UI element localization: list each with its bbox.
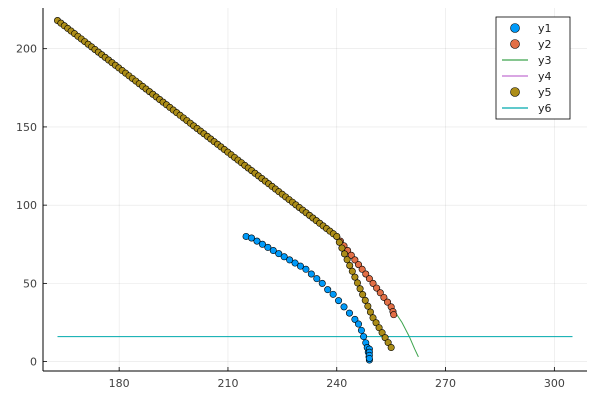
series-points-y5 — [54, 17, 395, 352]
data-point-y5 — [359, 291, 367, 299]
data-point-y2 — [376, 289, 384, 297]
data-point-y5 — [366, 308, 374, 316]
legend: y1 y2 y3 y4 y5 y6 — [495, 16, 571, 120]
legend-item-y1: y1 — [510, 22, 552, 35]
data-point-y2 — [390, 311, 398, 319]
legend-item-y5: y5 — [510, 86, 552, 99]
plot-area — [54, 17, 573, 364]
data-point-y1 — [351, 315, 359, 323]
x-tick-label: 300 — [544, 377, 565, 390]
data-point-y1 — [345, 309, 353, 317]
axes — [42, 8, 587, 372]
legend-marker — [510, 23, 520, 33]
tick-labels: 180 210 240 270 300 0 50 100 150 200 — [16, 43, 565, 390]
x-tick-label: 180 — [109, 377, 130, 390]
legend-label: y3 — [538, 54, 552, 67]
data-point-y2 — [351, 256, 359, 264]
data-point-y5 — [353, 279, 361, 287]
data-point-y1 — [313, 275, 321, 283]
data-point-y2 — [373, 284, 381, 292]
data-point-y1 — [318, 279, 326, 287]
y-tick-label: 50 — [23, 277, 37, 290]
legend-label: y4 — [538, 70, 552, 83]
data-point-y5 — [364, 302, 372, 310]
y-tick-label: 100 — [16, 199, 37, 212]
legend-box — [495, 16, 571, 120]
data-point-y5 — [348, 267, 356, 275]
data-point-y2 — [384, 298, 392, 306]
data-point-y2 — [358, 265, 366, 273]
legend-item-y4: y4 — [502, 70, 552, 83]
data-point-y5 — [335, 238, 343, 246]
data-point-y5 — [338, 244, 346, 252]
legend-label: y5 — [538, 86, 552, 99]
series-points-y2 — [333, 232, 398, 319]
data-point-y1 — [324, 286, 332, 294]
legend-item-y2: y2 — [510, 38, 552, 51]
y-tick-label: 0 — [30, 356, 37, 369]
data-point-y1 — [291, 259, 299, 267]
legend-marker — [510, 39, 520, 49]
data-point-y5 — [346, 261, 354, 269]
x-tick-label: 270 — [435, 377, 456, 390]
data-point-y1 — [355, 320, 363, 328]
data-point-y5 — [333, 232, 341, 240]
data-point-y1 — [365, 354, 373, 362]
series-points-y1-stack — [365, 345, 373, 362]
data-point-y1 — [340, 303, 348, 311]
data-point-y1 — [280, 253, 288, 261]
legend-item-y3: y3 — [502, 54, 552, 67]
data-point-y1 — [302, 265, 310, 273]
data-point-y1 — [264, 243, 272, 251]
data-point-y5 — [361, 296, 369, 304]
data-point-y2 — [369, 279, 377, 287]
data-point-y2 — [347, 251, 355, 259]
legend-label: y1 — [538, 22, 552, 35]
y-tick-label: 150 — [16, 121, 37, 134]
legend-label: y2 — [538, 38, 552, 51]
data-point-y5 — [387, 344, 395, 352]
data-point-y5 — [356, 285, 364, 293]
data-point-y5 — [351, 273, 359, 281]
data-point-y1 — [286, 256, 294, 264]
data-point-y2 — [365, 275, 373, 283]
legend-marker — [510, 87, 520, 97]
data-point-y2 — [355, 261, 363, 269]
data-point-y1 — [296, 262, 304, 270]
x-tick-label: 240 — [326, 377, 347, 390]
y-tick-label: 200 — [16, 43, 37, 56]
x-tick-label: 210 — [217, 377, 238, 390]
data-point-y1 — [253, 237, 261, 245]
data-point-y1 — [275, 250, 283, 258]
data-point-y2 — [362, 270, 370, 278]
data-point-y1 — [248, 234, 256, 242]
legend-item-y6: y6 — [502, 102, 552, 115]
data-point-y1 — [357, 326, 365, 334]
data-point-y1 — [307, 270, 315, 278]
data-point-y1 — [258, 240, 266, 248]
data-point-y1 — [360, 333, 368, 341]
data-point-y1 — [269, 247, 277, 255]
data-point-y5 — [343, 256, 351, 264]
data-point-y1 — [329, 290, 337, 298]
data-point-y5 — [341, 250, 349, 258]
data-point-y2 — [380, 293, 388, 301]
legend-label: y6 — [538, 102, 552, 115]
data-point-y1 — [335, 297, 343, 305]
